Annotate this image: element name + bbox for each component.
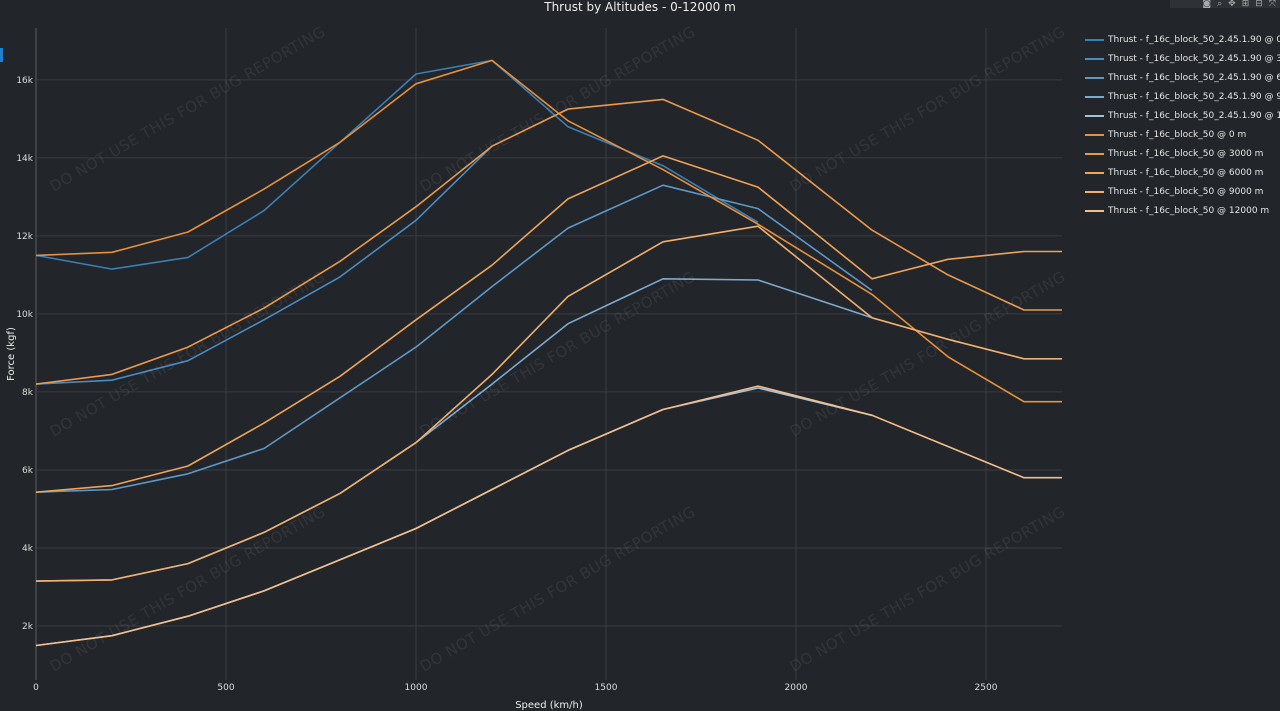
y-tick-label: 12k bbox=[16, 232, 33, 242]
legend-swatch bbox=[1085, 95, 1104, 98]
series-line[interactable] bbox=[35, 277, 873, 582]
chart-toolbar: ◙ ⌕ ✥ ⊞ ⊟ ⤧ bbox=[1170, 0, 1280, 8]
legend-item[interactable]: Thrust - f_16c_block_50 @ 12000 m bbox=[1085, 201, 1280, 220]
y-tick-label: 2k bbox=[22, 622, 34, 632]
side-tab-indicator bbox=[0, 48, 3, 62]
legend-label: Thrust - f_16c_block_50_2.45.1.90 @ 1200… bbox=[1108, 110, 1280, 121]
legend-swatch bbox=[1085, 152, 1104, 155]
series-line[interactable] bbox=[35, 59, 1062, 403]
legend-item[interactable]: Thrust - f_16c_block_50_2.45.1.90 @ 1200… bbox=[1085, 106, 1280, 125]
legend-swatch bbox=[1085, 190, 1104, 193]
autoscale-icon[interactable]: ⤧ bbox=[1268, 0, 1276, 8]
series-line[interactable] bbox=[35, 385, 1062, 647]
y-tick-label: 10k bbox=[16, 310, 33, 320]
legend-item[interactable]: Thrust - f_16c_block_50 @ 0 m bbox=[1085, 125, 1280, 144]
legend-item[interactable]: Thrust - f_16c_block_50 @ 6000 m bbox=[1085, 163, 1280, 182]
legend-swatch bbox=[1085, 209, 1104, 212]
chart-title: Thrust by Altitudes - 0-12000 m bbox=[544, 0, 736, 14]
legend-label: Thrust - f_16c_block_50_2.45.1.90 @ 0 m bbox=[1108, 34, 1280, 45]
legend-item[interactable]: Thrust - f_16c_block_50_2.45.1.90 @ 9000… bbox=[1085, 87, 1280, 106]
legend-label: Thrust - f_16c_block_50_2.45.1.90 @ 3000… bbox=[1108, 53, 1280, 64]
legend-item[interactable]: Thrust - f_16c_block_50 @ 9000 m bbox=[1085, 182, 1280, 201]
zoom-icon[interactable]: ⌕ bbox=[1217, 0, 1223, 8]
x-tick-label: 0 bbox=[33, 683, 39, 693]
camera-icon[interactable]: ◙ bbox=[1202, 0, 1212, 8]
legend-swatch bbox=[1085, 57, 1104, 60]
x-axis-title: Speed (km/h) bbox=[515, 700, 583, 711]
y-tick-label: 6k bbox=[22, 466, 34, 476]
legend-label: Thrust - f_16c_block_50 @ 6000 m bbox=[1108, 167, 1264, 178]
series-line[interactable] bbox=[35, 155, 1062, 493]
legend-label: Thrust - f_16c_block_50 @ 9000 m bbox=[1108, 186, 1264, 197]
y-tick-label: 16k bbox=[16, 76, 33, 86]
legend-swatch bbox=[1085, 171, 1104, 174]
legend-label: Thrust - f_16c_block_50 @ 0 m bbox=[1108, 129, 1247, 140]
x-tick-label: 1000 bbox=[405, 683, 428, 693]
zoom-in-icon[interactable]: ⊞ bbox=[1241, 0, 1250, 8]
series-line[interactable] bbox=[35, 59, 759, 270]
zoom-out-icon[interactable]: ⊟ bbox=[1255, 0, 1263, 8]
y-tick-label: 8k bbox=[22, 388, 34, 398]
legend-label: Thrust - f_16c_block_50 @ 12000 m bbox=[1108, 205, 1270, 216]
legend-label: Thrust - f_16c_block_50_2.45.1.90 @ 6000… bbox=[1108, 72, 1280, 83]
series-line[interactable] bbox=[35, 98, 1062, 385]
legend-swatch bbox=[1085, 38, 1104, 41]
x-tick-label: 500 bbox=[217, 683, 234, 693]
x-tick-label: 2500 bbox=[975, 683, 998, 693]
series-line[interactable] bbox=[35, 184, 873, 493]
series-line[interactable] bbox=[35, 225, 1062, 582]
x-tick-label: 2000 bbox=[785, 683, 808, 693]
x-tick-label: 1500 bbox=[595, 683, 618, 693]
legend-item[interactable]: Thrust - f_16c_block_50_2.45.1.90 @ 3000… bbox=[1085, 49, 1280, 68]
pan-icon[interactable]: ✥ bbox=[1228, 0, 1236, 8]
legend-swatch bbox=[1085, 76, 1104, 79]
series-line[interactable] bbox=[35, 145, 493, 385]
legend-item[interactable]: Thrust - f_16c_block_50_2.45.1.90 @ 0 m bbox=[1085, 30, 1280, 49]
legend-swatch bbox=[1085, 133, 1104, 136]
y-tick-label: 4k bbox=[22, 544, 34, 554]
y-tick-label: 14k bbox=[16, 154, 33, 164]
y-axis-title: Force (kgf) bbox=[6, 327, 17, 381]
legend-item[interactable]: Thrust - f_16c_block_50 @ 3000 m bbox=[1085, 144, 1280, 163]
legend: Thrust - f_16c_block_50_2.45.1.90 @ 0 m T… bbox=[1085, 30, 1280, 220]
legend-label: Thrust - f_16c_block_50_2.45.1.90 @ 9000… bbox=[1108, 91, 1280, 102]
legend-label: Thrust - f_16c_block_50 @ 3000 m bbox=[1108, 148, 1264, 159]
legend-swatch bbox=[1085, 114, 1104, 117]
legend-item[interactable]: Thrust - f_16c_block_50_2.45.1.90 @ 6000… bbox=[1085, 68, 1280, 87]
